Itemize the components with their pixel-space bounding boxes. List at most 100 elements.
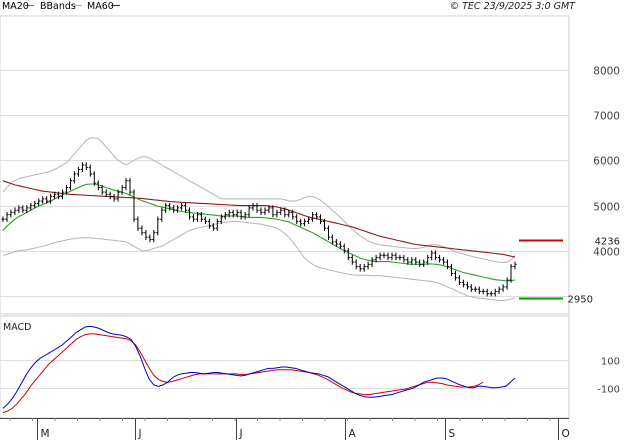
- price-bar: [366, 261, 370, 270]
- price-bar: [414, 257, 418, 265]
- price-bar: [457, 275, 461, 286]
- price-bar: [120, 184, 124, 195]
- legend-label-bbands: BBands: [40, 1, 76, 12]
- price-bar: [108, 191, 112, 200]
- price-bar: [124, 178, 128, 191]
- price-bar: [37, 198, 41, 207]
- price-bar: [330, 234, 334, 245]
- price-y-tick-label: 8000: [593, 66, 620, 78]
- price-panel: 4000 5000 6000 7000 8000 4236 2950: [0, 15, 620, 315]
- macd-panel-title: MACD: [3, 322, 31, 333]
- legend-label-ma20: MA20: [2, 1, 29, 12]
- price-bar: [84, 162, 88, 170]
- price-grid: [0, 70, 569, 297]
- price-bar: [132, 189, 136, 222]
- price-bar: [255, 202, 259, 213]
- x-month-label: S: [449, 428, 456, 440]
- price-bar: [322, 218, 327, 231]
- price-bars: [1, 162, 517, 297]
- price-bar: [271, 205, 275, 218]
- price-bar: [453, 270, 458, 281]
- legend-label-ma60: MA60: [87, 1, 114, 12]
- price-y-tick-label: 6000: [593, 156, 620, 168]
- price-bar: [17, 205, 21, 213]
- price-bar: [5, 212, 9, 222]
- price-bar: [251, 202, 255, 211]
- signal-line: [2, 333, 484, 413]
- macd-y-tick-label: -100: [597, 385, 620, 396]
- price-bar: [422, 259, 426, 267]
- price-bar: [128, 178, 132, 195]
- price-bar: [247, 205, 251, 218]
- price-bar: [53, 191, 57, 200]
- price-bar: [152, 230, 156, 243]
- price-bar: [334, 239, 338, 247]
- price-bar: [267, 205, 271, 213]
- header-legend: MA20 BBands MA60 © TEC 23/9/2025 3:0 GMT: [2, 1, 576, 12]
- price-bar: [358, 263, 362, 272]
- level-marker-label: 2950: [568, 295, 593, 306]
- price-bar: [473, 286, 477, 292]
- ma60-line: [2, 180, 516, 258]
- price-bar: [303, 218, 307, 227]
- price-bar: [477, 286, 481, 295]
- price-bar: [342, 243, 346, 254]
- price-bar: [398, 254, 402, 261]
- price-bar: [176, 205, 180, 213]
- price-bar: [227, 209, 231, 218]
- price-annotations: 4236 2950: [519, 237, 620, 306]
- price-bar: [92, 171, 96, 186]
- ma20-line: [2, 183, 516, 282]
- price-bar: [275, 209, 279, 218]
- price-bar: [338, 241, 342, 249]
- price-bar: [80, 162, 84, 173]
- price-bar: [156, 216, 160, 236]
- price-bar: [76, 166, 80, 177]
- price-bar: [287, 209, 291, 218]
- price-bar: [497, 286, 501, 295]
- macd-grid: [0, 360, 569, 389]
- price-bar: [489, 291, 493, 297]
- price-bar: [430, 250, 434, 261]
- price-bar: [378, 252, 382, 261]
- price-bar: [41, 196, 45, 204]
- price-bar: [434, 250, 438, 261]
- price-bar: [68, 178, 73, 191]
- price-bar: [438, 254, 442, 263]
- price-bar: [394, 252, 398, 261]
- price-bar: [104, 189, 108, 198]
- price-bar: [279, 207, 283, 216]
- x-month-label: A: [349, 428, 357, 440]
- price-bar: [13, 207, 17, 216]
- macd-y-tick-label: 100: [601, 357, 620, 368]
- price-bar: [184, 202, 188, 213]
- price-bar: [180, 202, 184, 211]
- price-bar: [350, 254, 354, 265]
- copyright-label: © TEC 23/9/2025 3:0 GMT: [450, 1, 577, 12]
- price-bar: [60, 189, 65, 200]
- price-bar: [144, 230, 148, 240]
- price-bar: [291, 209, 295, 220]
- price-bar: [374, 254, 378, 263]
- price-bar: [100, 184, 104, 195]
- price-bar: [445, 259, 450, 270]
- price-bar: [57, 191, 61, 200]
- bb-upper-band-line: [2, 137, 516, 264]
- price-bar: [418, 259, 422, 267]
- price-bar: [509, 263, 513, 283]
- price-bar: [168, 202, 172, 211]
- price-bar: [485, 288, 489, 297]
- price-bar: [116, 189, 120, 202]
- price-y-tick-label: 5000: [593, 202, 620, 214]
- price-bar: [283, 207, 287, 218]
- price-bar: [1, 216, 5, 222]
- price-bar: [172, 205, 176, 213]
- price-bar: [199, 212, 203, 222]
- price-bar: [354, 259, 358, 270]
- macd-panel: MACD 100 -100: [0, 315, 620, 419]
- price-y-tick-label: 4000: [593, 247, 620, 259]
- price-bar: [513, 261, 517, 270]
- price-y-axis: 4000 5000 6000 7000 8000: [593, 66, 620, 259]
- price-bar: [25, 205, 29, 213]
